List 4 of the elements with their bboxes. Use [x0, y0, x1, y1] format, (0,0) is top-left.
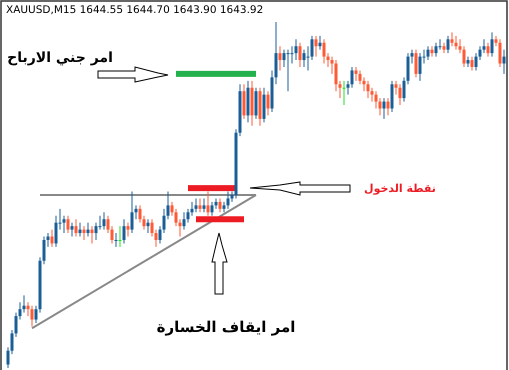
annotation: نقطة الدخول	[364, 182, 436, 195]
annotation: امر ايقاف الخسارة	[156, 318, 296, 336]
annotation: امر جني الارباح	[7, 50, 113, 66]
chart-title: XAUUSD,M15 1644.55 1644.70 1643.90 1643.92	[6, 4, 264, 16]
